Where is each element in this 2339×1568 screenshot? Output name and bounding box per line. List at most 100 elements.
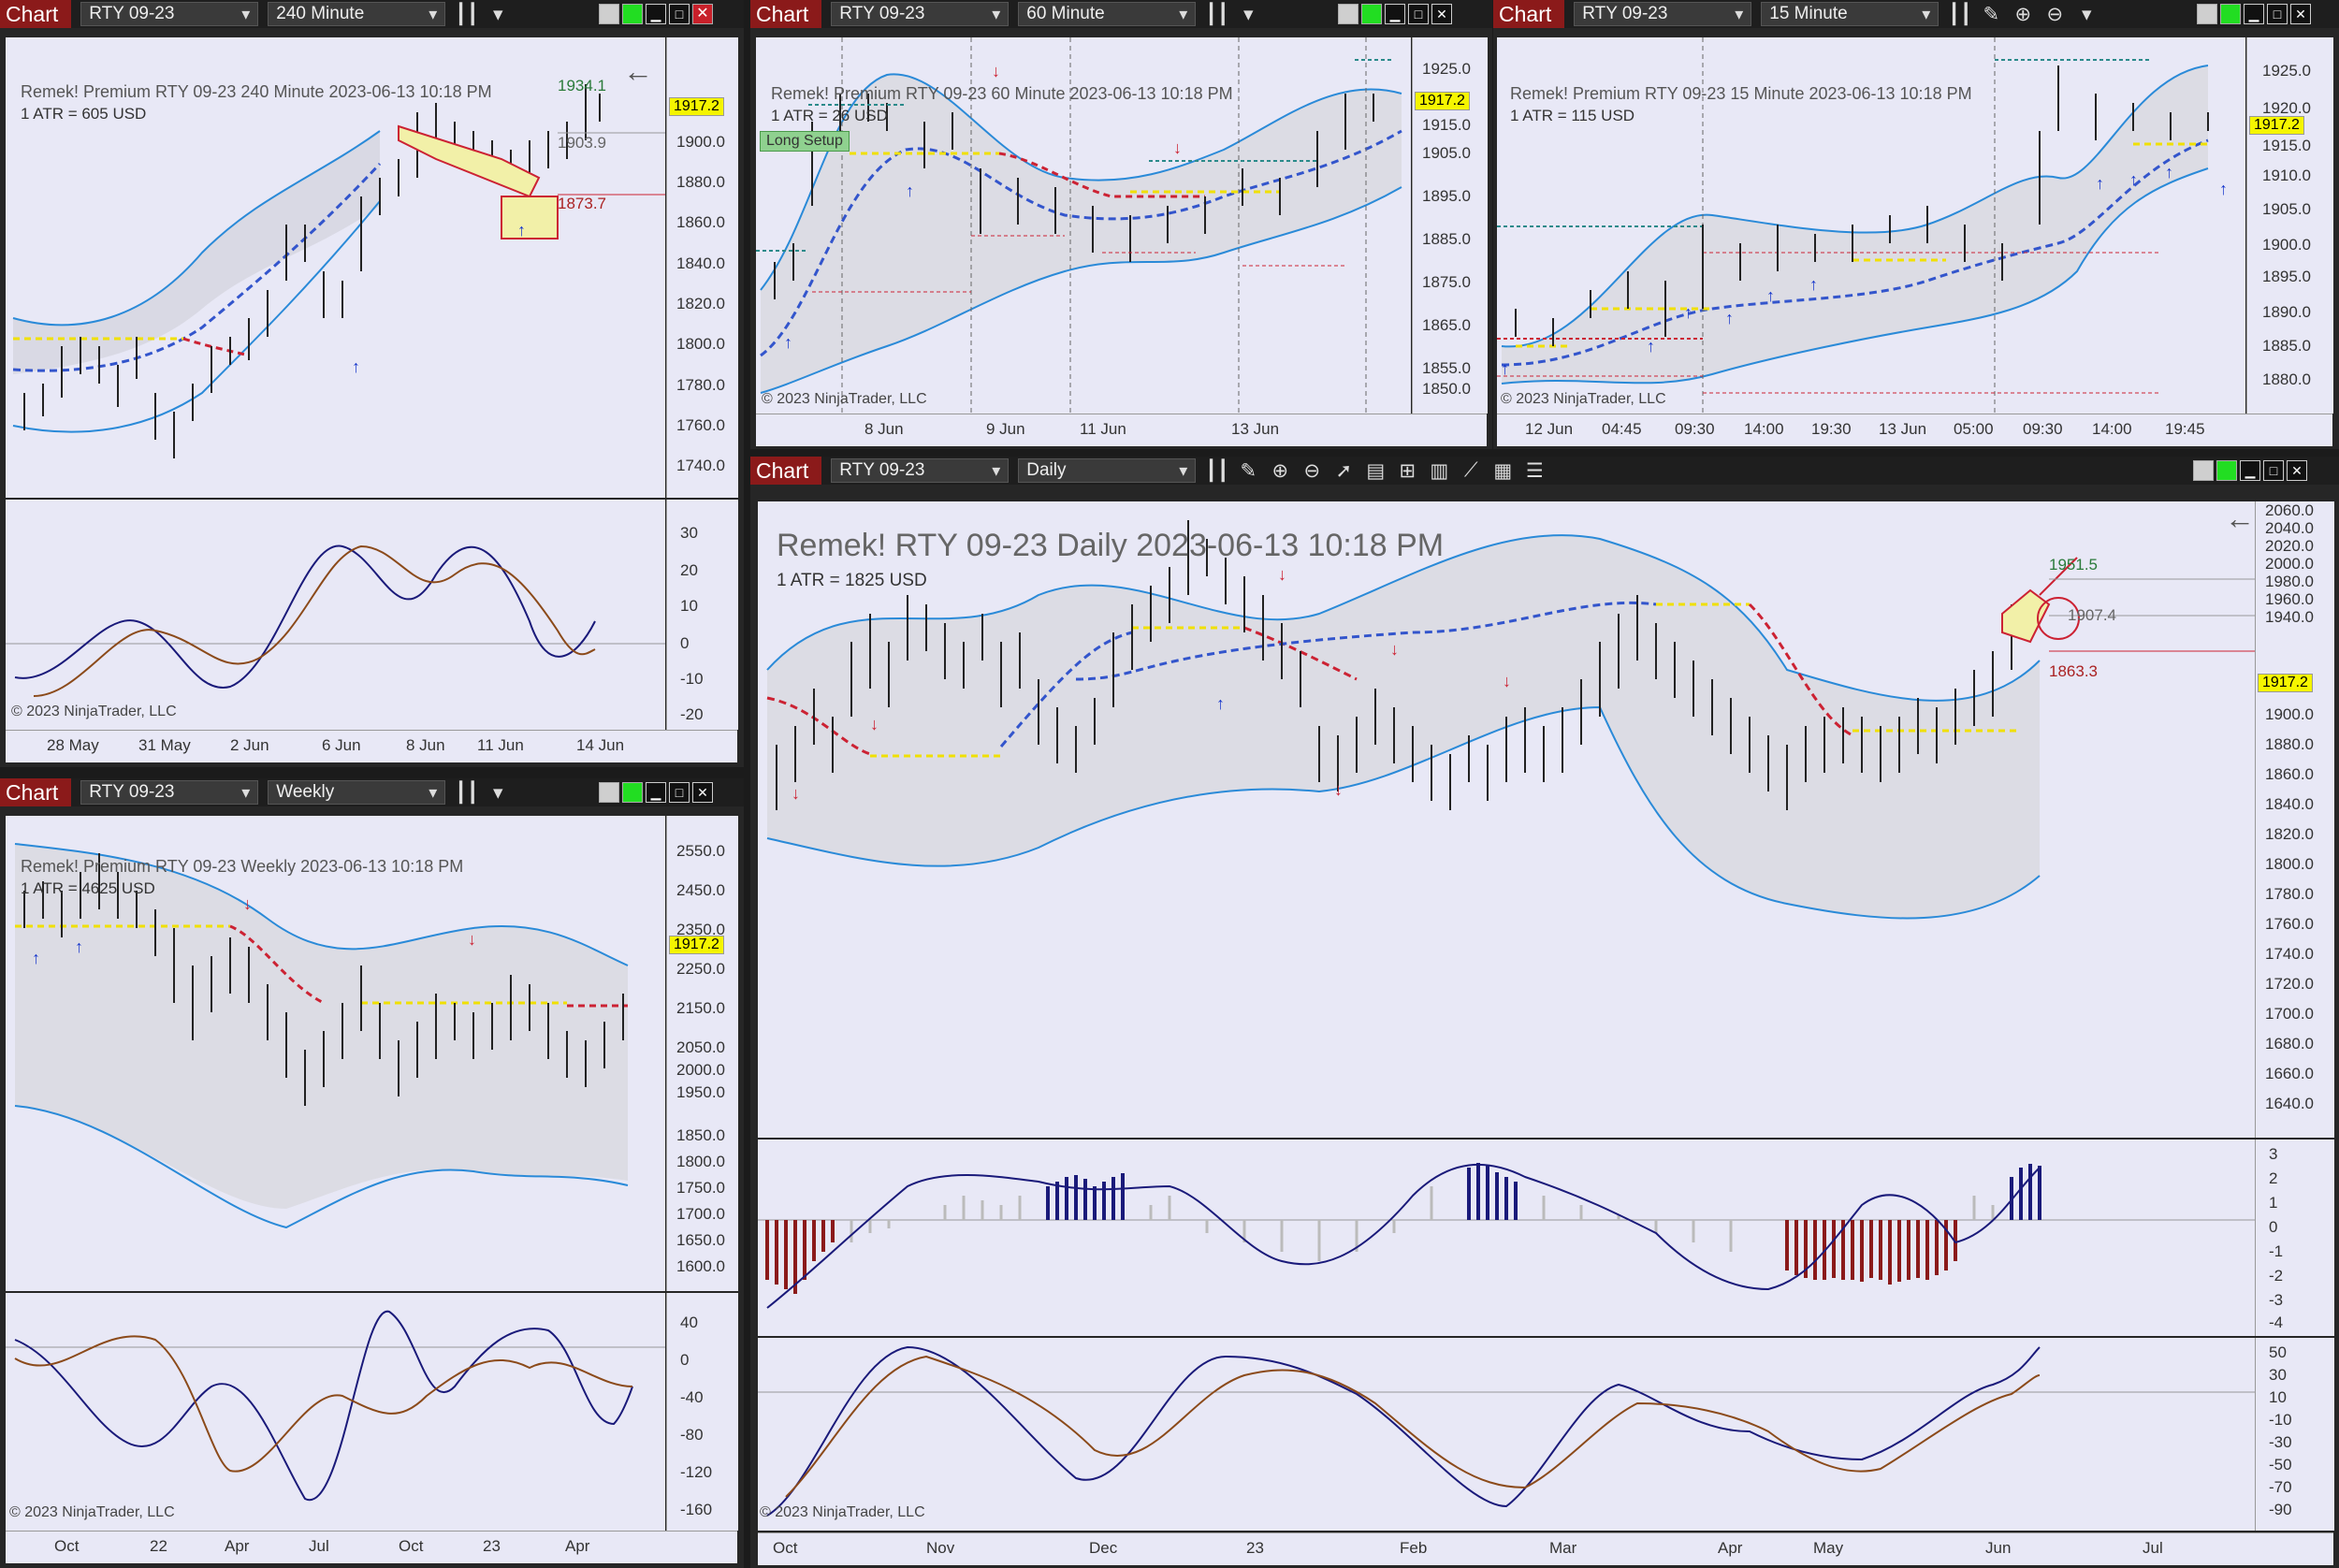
pencil-icon[interactable]: ✎ [1983,3,2000,25]
instrument-select[interactable]: RTY 09-23 [831,458,1010,483]
maximize-icon[interactable]: □ [669,782,690,803]
price-axis: 1917.2 1925.0 1920.0 1915.0 1910.0 1905.… [2246,37,2333,414]
link-button[interactable] [1338,4,1358,24]
instrument-select[interactable]: RTY 09-23 [80,780,259,805]
price-label: 1820.0 [2265,825,2314,843]
back-arrow-icon[interactable]: ← [2225,501,2255,535]
timeframe-select[interactable]: 15 Minute [1761,2,1939,26]
minimize-icon[interactable]: ▁ [2244,4,2264,24]
time-label: 13 Jun [1231,420,1280,438]
svg-text:↑: ↑ [75,937,83,956]
close-icon[interactable]: ✕ [692,4,713,24]
price-label: 2050.0 [676,1038,725,1056]
bar-type-icon[interactable]: ┃┃ [455,781,479,804]
close-icon[interactable]: ✕ [2290,4,2311,24]
price-label: 1780.0 [2265,885,2314,903]
ind-label: -10 [680,670,704,688]
back-arrow-icon[interactable]: ← [623,54,653,88]
status-green-button[interactable] [622,782,643,803]
chart-tab[interactable]: Chart [0,0,72,28]
minimize-icon[interactable]: ▁ [646,4,666,24]
osc-label: 50 [2269,1343,2287,1361]
copyright-label: © 2023 NinjaTrader, LLC [9,1504,175,1520]
template-icon[interactable]: ⊞ [1399,459,1416,482]
status-green-button[interactable] [2220,4,2241,24]
histogram-panel[interactable] [758,1140,2255,1336]
minimize-icon[interactable]: ▁ [2240,460,2260,481]
maximize-icon[interactable]: □ [669,4,690,24]
maximize-icon[interactable]: □ [1408,4,1429,24]
timeframe-select[interactable]: 240 Minute [268,2,446,26]
properties-icon[interactable]: ▤ [1366,459,1386,482]
chart-tab[interactable]: Chart [1493,0,1565,28]
price-label: 1895.0 [1422,187,1471,205]
chevron-down-icon[interactable]: ▾ [2081,3,2092,25]
link-button[interactable] [2193,460,2214,481]
chevron-down-icon[interactable]: ▾ [492,3,503,25]
indicators-icon[interactable]: ▥ [1430,459,1449,482]
pencil-icon[interactable]: ✎ [1240,459,1257,482]
chart-tab[interactable]: Chart [750,0,822,28]
link-button[interactable] [599,4,619,24]
minimize-icon[interactable]: ▁ [1385,4,1405,24]
link-button[interactable] [2197,4,2217,24]
timeframe-select[interactable]: Weekly [268,780,446,805]
time-label: 14:00 [2092,420,2132,438]
chevron-down-icon[interactable]: ▾ [492,781,503,804]
maximize-icon[interactable]: □ [2263,460,2284,481]
indicator-panel[interactable]: © 2023 NinjaTrader, LLC [6,500,665,730]
status-green-button[interactable] [2216,460,2237,481]
time-label: 11 Jun [1080,420,1126,438]
price-panel[interactable]: ↑ ↑ ↓ ↓ Remek! Premium RTY 09-23 Weekly … [6,816,665,1291]
instrument-select[interactable]: RTY 09-23 [831,2,1010,26]
bar-type-icon[interactable]: ┃┃ [455,3,479,25]
atr-label: 1 ATR = 4625 USD [21,879,155,897]
instrument-select[interactable]: RTY 09-23 [80,2,259,26]
maximize-icon[interactable]: □ [2267,4,2288,24]
pointer-icon[interactable]: ➚ [1335,459,1353,482]
time-label: Feb [1400,1539,1428,1557]
status-green-button[interactable] [1361,4,1382,24]
price-panel[interactable]: ↑ ↑ Remek! Premium RTY 09-23 240 Minute … [6,37,665,498]
zoom-out-icon[interactable]: ⊖ [1303,459,1321,482]
window-toolbar: Chart RTY 09-23 Weekly ┃┃ ▾ ▁ □ ✕ [0,778,744,806]
time-label: 28 May [47,736,99,754]
chart-tab[interactable]: Chart [750,457,822,485]
last-price-tag: 1917.2 [669,936,724,954]
price-label: 2450.0 [676,881,725,899]
link-button[interactable] [599,782,619,803]
ind-label: -40 [680,1388,704,1406]
timeframe-select[interactable]: Daily [1018,458,1197,483]
minimize-icon[interactable]: ▁ [646,782,666,803]
chevron-down-icon[interactable]: ▾ [1242,3,1254,25]
zoom-out-icon[interactable]: ⊖ [2046,3,2064,25]
zoom-in-icon[interactable]: ⊕ [1271,459,1289,482]
chart-tab[interactable]: Chart [0,778,72,806]
bar-type-icon[interactable]: ┃┃ [1948,3,1972,25]
price-label: 1750.0 [676,1179,725,1197]
bar-type-icon[interactable]: ┃┃ [1205,459,1229,482]
close-icon[interactable]: ✕ [692,782,713,803]
status-green-button[interactable] [622,4,643,24]
price-label: 1740.0 [676,457,725,474]
zoom-in-icon[interactable]: ⊕ [2014,3,2032,25]
bar-type-icon[interactable]: ┃┃ [1205,3,1229,25]
price-label: 1680.0 [2265,1035,2314,1053]
calculator-icon[interactable]: ▦ [1493,459,1513,482]
time-label: 31 May [138,736,191,754]
instrument-select[interactable]: RTY 09-23 [1574,2,1752,26]
price-panel[interactable]: ↓ ↓ ↑ ↓ ↓ ↓ ↓ Remek! RTY 09-23 Daily 202… [758,501,2255,1138]
strategies-icon[interactable]: ⟋ [1463,459,1478,481]
timeframe-select[interactable]: 60 Minute [1018,2,1197,26]
indicator-svg [6,544,665,697]
list-icon[interactable]: ☰ [1525,459,1544,482]
close-icon[interactable]: ✕ [1431,4,1452,24]
close-icon[interactable]: ✕ [2287,460,2307,481]
oscillator-panel[interactable]: © 2023 NinjaTrader, LLC [758,1338,2255,1531]
svg-text:↑: ↑ [784,333,792,352]
price-panel[interactable]: ↑ ↑ ↑ ↑ ↑ ↑ ↑ ↑ ↑ ↑ Remek! Premium RTY 0… [1497,37,2245,414]
indicator-panel[interactable]: © 2023 NinjaTrader, LLC [6,1293,665,1531]
hist-label: -2 [2269,1267,2284,1285]
time-label: 09:30 [2023,420,2063,438]
price-panel[interactable]: ↑ ↑ ↓ ↓ Remek! Premium RTY 09-23 60 Minu… [756,37,1411,414]
